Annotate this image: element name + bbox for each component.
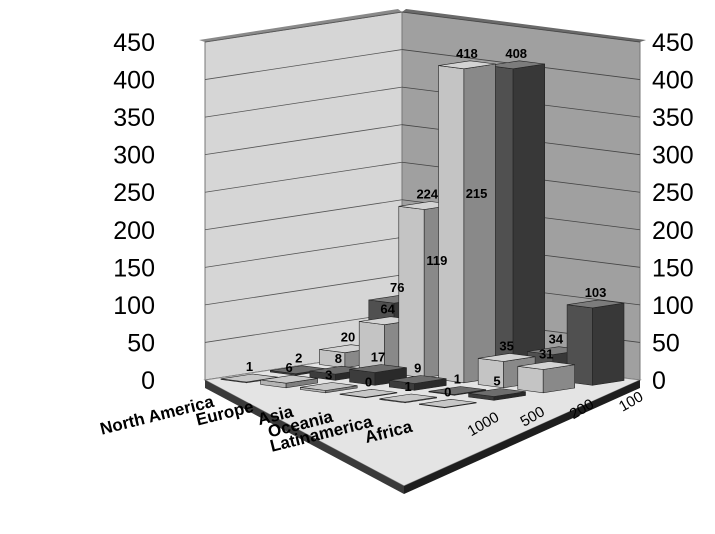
floor-edge-right [404,380,640,494]
gridline-left [204,274,403,306]
bar [438,60,496,384]
y-tick-label-left: 350 [113,104,155,132]
data-labels: 7611920215642408224813441817610335933110… [246,46,607,400]
bar-face-front [438,65,465,384]
data-label: 35 [499,338,513,353]
left-wall-cap [199,9,402,42]
data-label: 17 [371,349,385,364]
bar-face-top [478,353,536,362]
y-tick-label-right: 100 [652,292,694,320]
y-tick-label-left: 50 [127,329,155,357]
bar-face-top [517,361,575,370]
bar-face-top [428,386,486,395]
y-tick-label-left: 150 [113,254,155,282]
bar-face-top [270,365,328,375]
y-tick-label-right: 0 [652,367,666,395]
data-label: 1 [246,359,253,374]
bar [299,382,358,394]
gridline-left [204,236,403,268]
bar-face-top [487,60,545,70]
bar-face-front [517,365,544,394]
data-label: 6 [286,360,293,375]
data-label: 64 [380,302,395,317]
data-label: 0 [444,384,451,399]
bar [487,60,546,376]
bar-face-top [438,60,496,70]
data-label: 9 [414,360,421,375]
data-label: 119 [426,253,447,268]
bars [220,60,625,409]
bar [418,398,477,409]
floor-edge-left [205,380,404,494]
bar [566,299,625,386]
bar [517,361,576,394]
y-tick-label-right: 50 [652,329,680,357]
y-tick-label-right: 350 [652,104,694,132]
bar-face-top [349,364,407,373]
data-label: 31 [539,346,553,361]
bar-face-top [300,382,358,391]
data-label: 3 [325,367,332,382]
y-tick-label-right: 300 [652,142,694,170]
gridline-left [204,49,403,80]
bar-face-top [468,388,526,397]
bar [388,375,447,391]
y-tick-label-right: 250 [652,179,694,207]
data-label: 1 [454,371,461,386]
data-label: 1 [405,379,412,394]
bar [260,374,318,389]
data-label: 408 [505,46,527,61]
y-tick-label-left: 0 [141,367,155,395]
data-label: 20 [341,330,355,345]
bar [468,388,526,401]
right-wall-cap [402,9,646,42]
y-tick-label-left: 200 [113,217,155,245]
bar-face-top [389,375,447,384]
data-label: 76 [390,280,404,295]
y-tick-label-right: 400 [652,67,694,95]
gridline-right [401,11,641,43]
bar-face-top [567,299,625,309]
y-tick-label-left: 100 [113,292,155,320]
y-tick-label-left: 400 [113,67,155,95]
data-label: 418 [456,46,478,61]
y-tick-label-right: 200 [652,217,694,245]
y-tick-label-left: 450 [113,29,155,57]
bar [339,388,398,399]
gridline-left [204,199,403,231]
bar-face-side [592,302,625,386]
bar-face-top [339,388,397,398]
y-tick-label-left: 300 [113,142,155,170]
data-label: 2 [295,351,302,366]
bar-face-top [379,393,437,403]
data-label: 215 [466,186,488,201]
y-tick-label-right: 150 [652,254,694,282]
y-axis-right: 0 50 100 150 200 250 300 350 400 450 [652,29,694,395]
data-label: 224 [416,187,438,202]
gridline-left [204,161,403,193]
data-label: 8 [335,351,342,366]
bar-face-side [463,63,496,384]
data-label: 34 [549,332,564,347]
y-tick-label-left: 250 [113,179,155,207]
gridline-left [204,124,403,156]
data-label: 0 [365,374,372,389]
bar-face-side [512,63,546,376]
bar [379,393,437,404]
bar-face-top [220,373,278,383]
gridline-left [204,11,403,43]
data-label: 5 [493,373,500,388]
bar [428,386,487,396]
gridline-left [204,86,403,118]
y-tick-label-right: 450 [652,29,694,57]
bar-face-top [260,374,318,384]
data-label: 103 [585,285,607,300]
y-axis-left: 0 50 100 150 200 250 300 350 400 450 [113,29,155,395]
bar-face-top [419,398,477,408]
